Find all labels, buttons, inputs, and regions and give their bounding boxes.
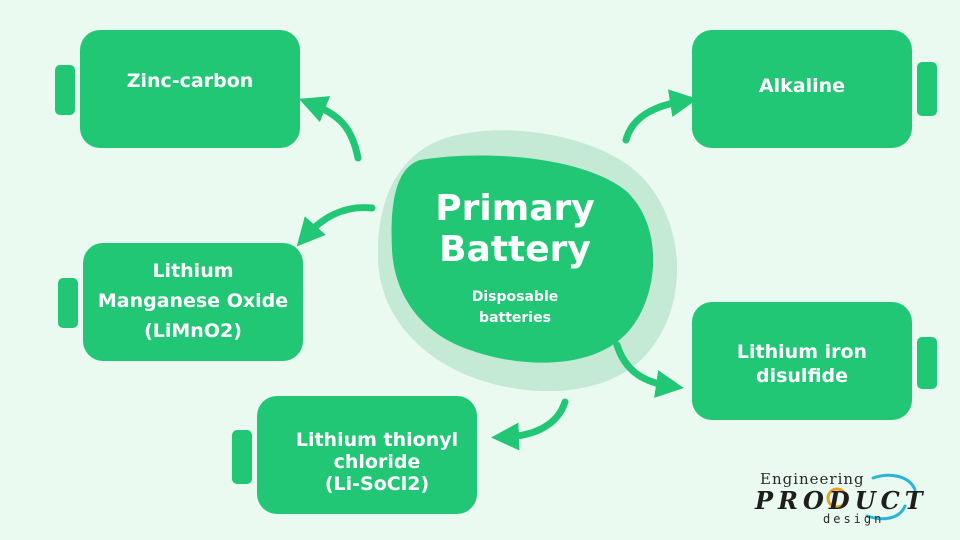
battery-terminal-icon <box>917 337 937 389</box>
battery-lisocl2-line1: Lithium thionyl <box>295 429 459 451</box>
center-subtitle-line2: batteries <box>479 310 551 326</box>
battery-lisocl2-line2: chloride <box>333 451 421 473</box>
arrow-to-zinc-carbon <box>298 96 362 162</box>
center-subtitle: Disposable batteries <box>430 287 600 329</box>
battery-lisocl2 <box>257 396 477 514</box>
battery-lithium-iron-line2: disulfide <box>755 365 849 387</box>
logo-text-mid: PRODUCT <box>755 486 928 515</box>
arrow-to-lithium-iron <box>613 341 684 398</box>
battery-terminal-icon <box>917 62 937 116</box>
center-title-line1: Primary <box>435 188 595 229</box>
arrow-to-lisocl2 <box>491 398 569 451</box>
logo-text-bot: design <box>823 512 885 526</box>
center-title-line2: Battery <box>439 229 591 271</box>
arrow-to-alkaline <box>622 89 698 144</box>
battery-terminal-icon <box>58 278 78 328</box>
engineering-product-design-logo: Engineering PRODUCT design <box>755 470 923 530</box>
battery-limno2-line1: Lithium <box>152 260 234 282</box>
battery-terminal-icon <box>55 65 75 115</box>
logo-swoosh-icon <box>826 473 917 521</box>
battery-limno2-label: Lithium Manganese Oxide (LiMnO2) <box>83 256 303 346</box>
battery-alkaline <box>692 30 912 148</box>
battery-terminal-icon <box>232 430 252 484</box>
battery-limno2 <box>83 243 303 361</box>
battery-limno2-line3: (LiMnO2) <box>144 320 242 342</box>
battery-alkaline-label: Alkaline <box>758 75 846 97</box>
battery-lithium-iron-line1: Lithium iron <box>736 341 868 363</box>
battery-lisocl2-line3: (Li-SoCl2) <box>324 473 430 495</box>
arrow-to-limno2 <box>296 204 376 247</box>
battery-limno2-line2: Manganese Oxide <box>97 290 289 312</box>
battery-zinc-carbon <box>80 30 300 148</box>
battery-lisocl2-label: Lithium thionyl chloride (Li-SoCl2) <box>277 429 477 495</box>
center-subtitle-line1: Disposable <box>471 289 559 305</box>
battery-lithium-iron-disulfide <box>692 302 912 420</box>
center-blob <box>391 155 654 363</box>
battery-lithium-iron-label: Lithium iron disulfide <box>692 340 912 388</box>
center-title: Primary Battery <box>400 188 630 271</box>
battery-zinc-carbon-label: Zinc-carbon <box>126 70 254 92</box>
logo-text-top: Engineering <box>760 470 865 488</box>
